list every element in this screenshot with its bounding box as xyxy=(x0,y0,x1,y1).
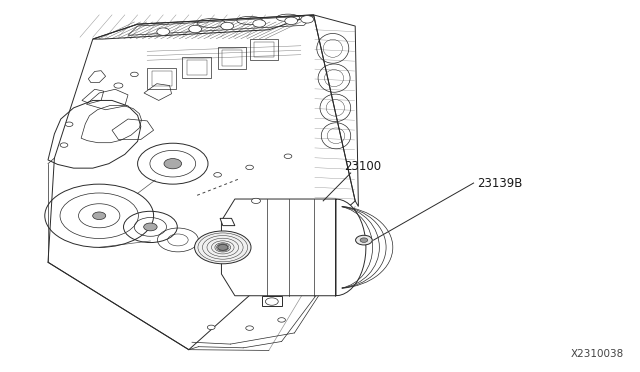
Circle shape xyxy=(195,231,251,264)
Text: 23100: 23100 xyxy=(344,160,381,173)
Circle shape xyxy=(131,72,138,77)
Polygon shape xyxy=(335,199,366,296)
Circle shape xyxy=(301,16,314,23)
Circle shape xyxy=(285,17,298,25)
Circle shape xyxy=(189,25,202,33)
Circle shape xyxy=(356,235,372,245)
Polygon shape xyxy=(220,218,235,225)
Polygon shape xyxy=(221,199,335,296)
Circle shape xyxy=(214,173,221,177)
Circle shape xyxy=(284,154,292,158)
Circle shape xyxy=(266,298,278,305)
Polygon shape xyxy=(262,296,282,307)
Circle shape xyxy=(207,325,215,330)
Circle shape xyxy=(360,238,368,243)
Circle shape xyxy=(60,143,68,147)
Text: 23139B: 23139B xyxy=(477,177,522,189)
Circle shape xyxy=(164,158,182,169)
Circle shape xyxy=(221,22,234,30)
Circle shape xyxy=(252,198,260,203)
Circle shape xyxy=(253,20,266,27)
Circle shape xyxy=(157,28,170,35)
Circle shape xyxy=(114,83,123,88)
Circle shape xyxy=(246,165,253,170)
Text: X2310038: X2310038 xyxy=(571,349,624,359)
Circle shape xyxy=(246,326,253,330)
Circle shape xyxy=(278,318,285,322)
Circle shape xyxy=(218,244,228,250)
Circle shape xyxy=(93,212,106,219)
Circle shape xyxy=(143,223,157,231)
Circle shape xyxy=(65,122,73,126)
